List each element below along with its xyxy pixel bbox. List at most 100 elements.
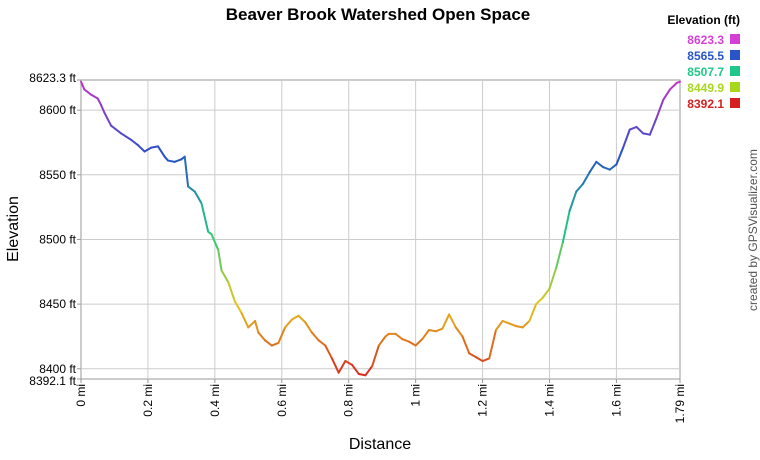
profile-segment <box>535 296 544 306</box>
x-tick-label: 1.2 mi <box>476 384 490 417</box>
profile-segment <box>407 340 417 347</box>
profile-segment <box>468 352 477 359</box>
profile-segment <box>220 269 230 284</box>
legend-swatch <box>730 66 740 76</box>
x-tick-label: 0.2 mi <box>141 384 155 417</box>
profile-segment <box>337 360 347 374</box>
profile-segment <box>264 339 273 347</box>
profile-segment <box>575 182 584 193</box>
profile-segment <box>240 312 250 329</box>
profile-segment <box>635 125 645 135</box>
profile-segment <box>588 160 598 174</box>
x-tick-label: 0.4 mi <box>208 384 222 417</box>
x-tick-label: 1.4 mi <box>542 384 556 417</box>
profile-segment <box>454 326 464 338</box>
profile-segment <box>167 159 176 163</box>
legend-entry-label: 8392.1 <box>687 97 724 111</box>
legend-swatch <box>730 34 740 44</box>
profile-segment <box>290 314 300 321</box>
profile-segment <box>628 125 638 131</box>
plot-area <box>80 79 681 380</box>
profile-segment <box>90 93 99 100</box>
profile-segment <box>364 365 374 377</box>
y-tick-label: 8400 ft <box>39 362 76 376</box>
credit-text: created by GPSVisualizer.com <box>746 149 760 311</box>
profile-segment <box>284 318 293 329</box>
profile-segment <box>377 335 387 347</box>
profile-segment <box>247 319 257 329</box>
y-tick-label: 8550 ft <box>39 168 76 182</box>
x-tick-label: 1 mi <box>409 384 423 407</box>
profile-segment <box>602 166 611 171</box>
legend-entry-label: 8565.5 <box>687 49 724 63</box>
profile-segment <box>310 331 320 342</box>
profile-segment <box>193 190 203 205</box>
profile-segment <box>150 145 159 149</box>
profile-segment <box>110 124 123 135</box>
profile-segment <box>357 372 367 377</box>
profile-segment <box>608 163 618 171</box>
profile-segment <box>371 344 380 368</box>
profile-segment <box>481 357 491 363</box>
profile-segment <box>494 319 504 331</box>
profile-segment <box>120 132 133 141</box>
legend-swatch <box>730 98 740 108</box>
profile-segment <box>428 328 437 333</box>
profile-segment <box>441 313 451 330</box>
profile-segment <box>200 202 210 233</box>
profile-segment <box>675 80 681 84</box>
profile-segment <box>541 287 551 299</box>
profile-segment <box>434 327 444 333</box>
profile-segment <box>548 266 558 290</box>
x-tick-label: 1.79 mi <box>673 384 687 423</box>
profile-segment <box>401 338 410 343</box>
profile-segment <box>80 80 86 91</box>
profile-segment <box>277 326 287 344</box>
profile-segment <box>595 160 605 169</box>
y-tick-label: 8623.3 ft <box>29 71 76 85</box>
profile-segment <box>156 145 166 158</box>
x-axis-ticks: 0 mi 0.2 mi 0.4 mi 0.6 mi 0.8 mi 1 mi 1.2 mi 1.… <box>74 379 687 423</box>
x-tick-label: 1.6 mi <box>609 384 623 417</box>
legend-title: Elevation (ft) <box>667 13 740 27</box>
x-tick-label: 0 mi <box>74 384 88 407</box>
profile-segment <box>581 171 591 185</box>
y-axis-ticks: 8623.3 ft 8600 ft 8550 ft 8500 ft 8450 ft 840… <box>29 71 81 388</box>
profile-segment <box>103 111 113 127</box>
legend-entry-label: 8507.7 <box>687 65 724 79</box>
chart-title: Beaver Brook Watershed Open Space <box>226 5 531 24</box>
profile-segment <box>183 155 190 188</box>
grid-lines <box>81 80 680 379</box>
profile-segment <box>662 88 671 101</box>
x-axis-title: Distance <box>349 436 411 453</box>
elevation-profile-line <box>80 80 681 377</box>
y-tick-label: 8600 ft <box>39 103 76 117</box>
y-tick-label: 8392.1 ft <box>29 374 76 388</box>
profile-segment <box>642 132 651 136</box>
profile-segment <box>421 328 431 341</box>
profile-segment <box>414 338 424 347</box>
x-tick-label: 0.8 mi <box>342 384 356 417</box>
profile-segment <box>210 233 220 251</box>
profile-segment <box>324 344 333 360</box>
profile-segment <box>173 158 183 163</box>
profile-segment <box>648 116 658 136</box>
y-axis-title: Elevation <box>5 196 22 262</box>
profile-segment <box>488 328 497 360</box>
x-tick-label: 0.6 mi <box>275 384 289 417</box>
profile-segment <box>317 339 327 347</box>
profile-segment <box>344 360 354 366</box>
profile-segment <box>257 331 267 342</box>
y-tick-label: 8450 ft <box>39 297 76 311</box>
profile-segment <box>233 300 243 315</box>
legend: Elevation (ft) 8623.3 8565.5 8507.7 8449.9 8… <box>667 13 740 111</box>
y-tick-label: 8500 ft <box>39 232 76 246</box>
profile-segment <box>622 128 631 149</box>
profile-segment <box>130 138 139 147</box>
profile-segment <box>270 341 280 347</box>
profile-segment <box>448 313 457 329</box>
legend-entry-label: 8449.9 <box>687 81 724 95</box>
profile-segment <box>655 98 665 119</box>
profile-segment <box>508 322 518 328</box>
